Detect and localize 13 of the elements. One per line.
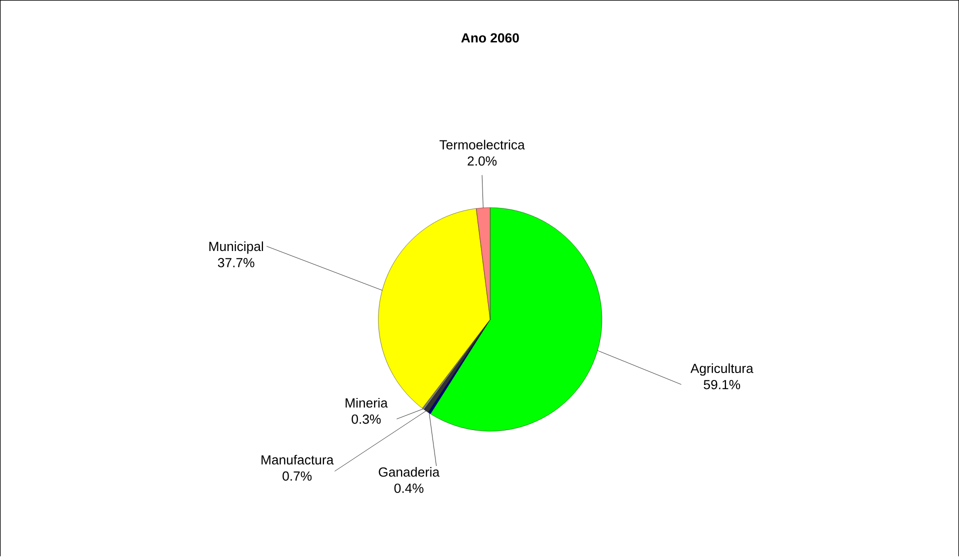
slice-label: Municipal: [209, 242, 264, 254]
data-label: 0.3%: [352, 414, 381, 424]
data-label: 2.0%: [468, 156, 497, 166]
data-label: 37.7%: [218, 258, 254, 268]
slice-label: Ganaderia: [378, 467, 440, 477]
slice-label: Termoelectrica: [440, 140, 525, 150]
slice-label: Manufactura: [262, 455, 334, 465]
data-label: 59.1%: [704, 380, 740, 390]
data-label: 0.7%: [282, 472, 312, 481]
chart-title: Ano 2060: [461, 33, 519, 43]
slice-label: Agricultura: [690, 364, 754, 376]
data-label: 0.4%: [394, 484, 424, 494]
slice-label: Mineria: [346, 398, 388, 408]
